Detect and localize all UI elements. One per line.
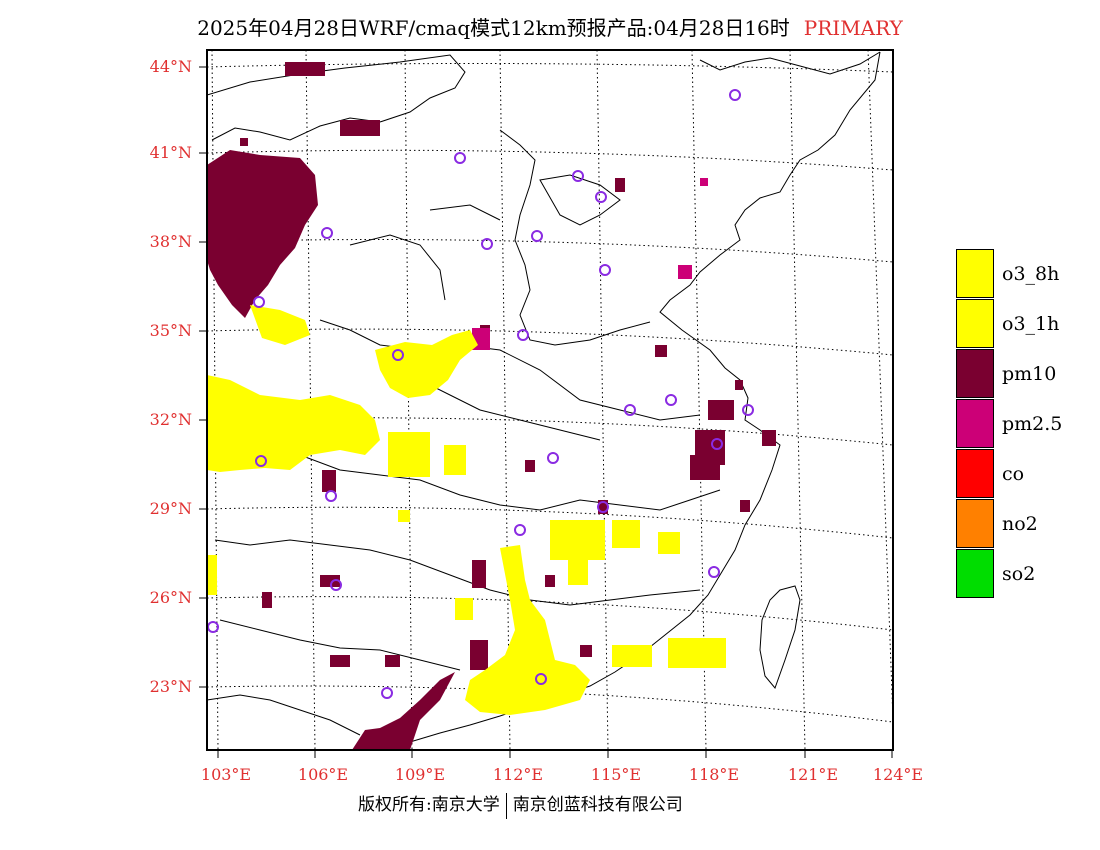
legend-swatch bbox=[956, 549, 994, 598]
legend-swatch bbox=[956, 399, 994, 448]
lon-label: 103°E bbox=[201, 765, 251, 784]
legend-item: o3_1h bbox=[956, 299, 1096, 349]
legend-item: pm10 bbox=[956, 349, 1096, 399]
boundaries bbox=[207, 51, 881, 750]
legend-item: no2 bbox=[956, 499, 1096, 549]
lat-label: 38°N bbox=[150, 232, 192, 251]
lat-label: 41°N bbox=[150, 143, 192, 162]
legend-item: so2 bbox=[956, 549, 1096, 599]
lat-label: 23°N bbox=[150, 677, 192, 696]
lat-label: 29°N bbox=[150, 499, 192, 518]
title-text: 2025年04月28日WRF/cmaq模式12km预报产品:04月28日16时 bbox=[197, 16, 790, 40]
legend-label: pm2.5 bbox=[1002, 413, 1063, 435]
legend-label: so2 bbox=[1002, 563, 1036, 585]
legend-item: co bbox=[956, 449, 1096, 499]
legend-label: co bbox=[1002, 463, 1025, 485]
legend-item: pm2.5 bbox=[956, 399, 1096, 449]
station-markers bbox=[207, 89, 754, 699]
lon-label: 118°E bbox=[689, 765, 739, 784]
legend-swatch bbox=[956, 349, 994, 398]
legend-swatch bbox=[956, 249, 994, 298]
legend-swatch bbox=[956, 499, 994, 548]
lat-label: 44°N bbox=[150, 57, 192, 76]
lon-label: 109°E bbox=[395, 765, 445, 784]
copyright-right: 南京创蓝科技有限公司 bbox=[512, 795, 683, 815]
pm25-areas bbox=[472, 178, 708, 350]
lat-label: 35°N bbox=[150, 321, 192, 340]
map-content bbox=[207, 50, 893, 750]
legend-label: o3_8h bbox=[1002, 263, 1060, 285]
legend-label: pm10 bbox=[1002, 363, 1057, 385]
longitude-labels: 103°E 106°E 109°E 112°E 115°E 118°E 121°… bbox=[201, 765, 923, 784]
o3-areas bbox=[207, 305, 726, 715]
legend-swatch bbox=[956, 449, 994, 498]
tick-marks bbox=[199, 66, 893, 758]
legend-label: no2 bbox=[1002, 513, 1038, 535]
legend-item: o3_8h bbox=[956, 249, 1096, 299]
lon-label: 121°E bbox=[788, 765, 838, 784]
lon-label: 112°E bbox=[493, 765, 543, 784]
lat-label: 32°N bbox=[150, 410, 192, 429]
lon-label: 115°E bbox=[591, 765, 641, 784]
legend: o3_8h o3_1h pm10 pm2.5 co no2 so2 bbox=[956, 249, 1096, 599]
copyright-footer: 版权所有:南京大学 南京创蓝科技有限公司 bbox=[358, 790, 683, 819]
map-title: 2025年04月28日WRF/cmaq模式12km预报产品:04月28日16时 P… bbox=[0, 12, 1100, 41]
map-frame bbox=[206, 49, 894, 751]
primary-tag: PRIMARY bbox=[803, 16, 903, 40]
latitude-labels: 44°N 41°N 38°N 35°N 32°N 29°N 26°N 23°N bbox=[150, 57, 192, 696]
lon-label: 124°E bbox=[873, 765, 923, 784]
copyright-left: 版权所有:南京大学 bbox=[358, 795, 500, 815]
lat-label: 26°N bbox=[150, 588, 192, 607]
legend-swatch bbox=[956, 299, 994, 348]
pm10-areas bbox=[207, 62, 776, 750]
legend-label: o3_1h bbox=[1002, 313, 1060, 335]
lon-label: 106°E bbox=[298, 765, 348, 784]
footer-separator bbox=[505, 792, 507, 819]
